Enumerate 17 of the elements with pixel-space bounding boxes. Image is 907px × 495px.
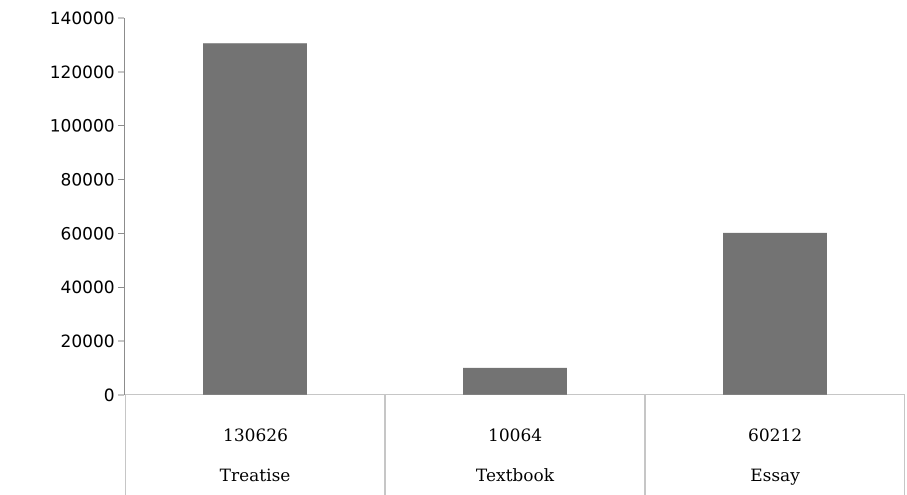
y-tick-label: 140000 [50,8,115,29]
y-tick-label: 0 [104,386,115,406]
bar [203,43,307,395]
y-tick-label: 120000 [50,62,115,83]
y-tick-label: 60000 [60,224,115,244]
x-tick-label: Treatise [220,466,290,486]
y-tick-label: 80000 [60,170,115,191]
data-label: 10064 [488,426,542,446]
x-tick-label: Essay [750,466,800,486]
data-label: 60212 [748,426,802,446]
y-tick-label: 20000 [60,332,115,352]
bar [463,368,567,395]
bar [723,232,827,395]
y-tick-label: 100000 [50,116,115,137]
y-tick-label: 40000 [60,278,115,298]
x-tick-label: Textbook [476,466,555,486]
data-label: 130626 [223,426,288,446]
